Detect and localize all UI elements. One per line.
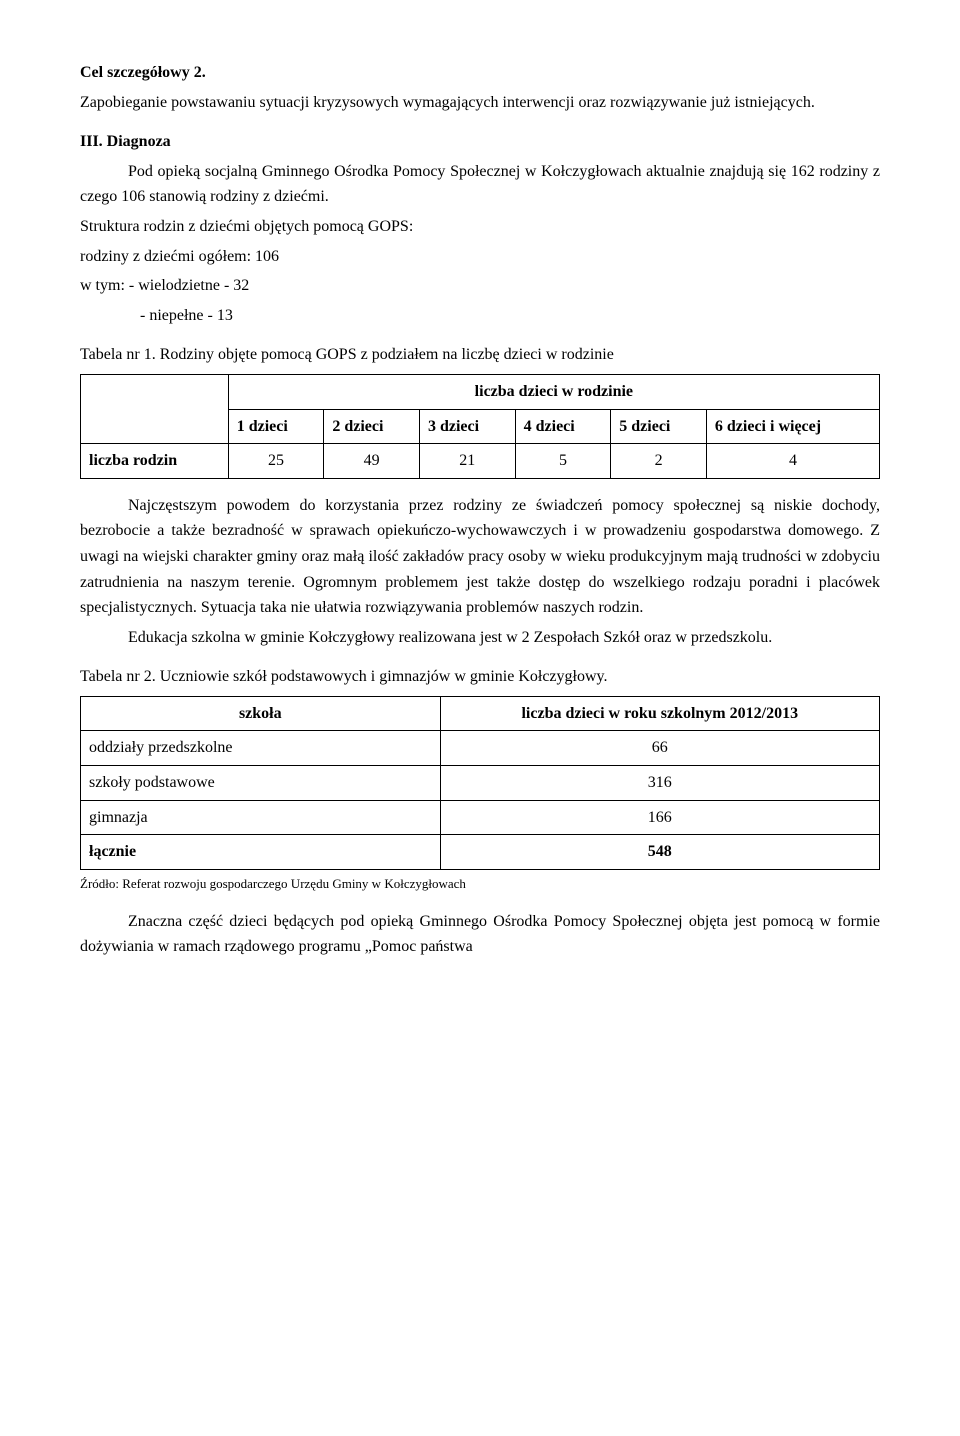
- table-header-cell: szkoła: [81, 696, 441, 731]
- cel-text: Zapobieganie powstawaniu sytuacji kryzys…: [80, 90, 880, 116]
- table-header-cell: 4 dzieci: [515, 409, 611, 444]
- table-header-cell: 6 dzieci i więcej: [706, 409, 879, 444]
- table-1-caption: Tabela nr 1. Rodziny objęte pomocą GOPS …: [80, 342, 880, 368]
- table-cell: gimnazja: [81, 800, 441, 835]
- table-2-source: Źródło: Referat rozwoju gospodarczego Ur…: [80, 874, 880, 895]
- table-cell: 5: [515, 444, 611, 479]
- table-row: łącznie 548: [81, 835, 880, 870]
- table-row-label: liczba rodzin: [81, 444, 229, 479]
- heading-cel-szczegolowy: Cel szczegółowy 2.: [80, 60, 880, 86]
- table-cell: 316: [440, 766, 879, 801]
- table-header-cell: 1 dzieci: [228, 409, 324, 444]
- struktura-line-1: Struktura rodzin z dziećmi objętych pomo…: [80, 214, 880, 240]
- heading-diagnoza: III. Diagnoza: [80, 129, 880, 155]
- table-cell: 66: [440, 731, 879, 766]
- table-cell: 49: [324, 444, 420, 479]
- paragraph-after-table1-b: Edukacja szkolna w gminie Kołczygłowy re…: [80, 625, 880, 651]
- table-cell: 166: [440, 800, 879, 835]
- table-cell-empty: [81, 374, 229, 443]
- diagnoza-paragraph: Pod opieką socjalną Gminnego Ośrodka Pom…: [80, 159, 880, 210]
- struktura-line-2: rodziny z dziećmi ogółem: 106: [80, 244, 880, 270]
- struktura-line-4: - niepełne - 13: [80, 303, 880, 329]
- table-header-cell: 2 dzieci: [324, 409, 420, 444]
- paragraph-after-table1-a: Najczęstszym powodem do korzystania prze…: [80, 493, 880, 621]
- table-2-caption: Tabela nr 2. Uczniowie szkół podstawowyc…: [80, 664, 880, 690]
- table-cell: 4: [706, 444, 879, 479]
- table-cell: oddziały przedszkolne: [81, 731, 441, 766]
- table-rodziny-dzieci: liczba dzieci w rodzinie 1 dzieci 2 dzie…: [80, 374, 880, 479]
- table-header-span: liczba dzieci w rodzinie: [228, 374, 879, 409]
- struktura-line-3: w tym: - wielodzietne - 32: [80, 273, 880, 299]
- table-row: szkoła liczba dzieci w roku szkolnym 201…: [81, 696, 880, 731]
- table-cell: szkoły podstawowe: [81, 766, 441, 801]
- table-row: szkoły podstawowe 316: [81, 766, 880, 801]
- table-row: gimnazja 166: [81, 800, 880, 835]
- table-header-cell: 5 dzieci: [611, 409, 707, 444]
- table-total-value: 548: [440, 835, 879, 870]
- table-row: liczba rodzin 25 49 21 5 2 4: [81, 444, 880, 479]
- table-row: oddziały przedszkolne 66: [81, 731, 880, 766]
- table-cell: 25: [228, 444, 324, 479]
- table-cell: 21: [419, 444, 515, 479]
- table-total-label: łącznie: [81, 835, 441, 870]
- table-row: liczba dzieci w rodzinie: [81, 374, 880, 409]
- table-uczniowie: szkoła liczba dzieci w roku szkolnym 201…: [80, 696, 880, 870]
- table-header-cell: 3 dzieci: [419, 409, 515, 444]
- table-cell: 2: [611, 444, 707, 479]
- table-header-cell: liczba dzieci w roku szkolnym 2012/2013: [440, 696, 879, 731]
- final-paragraph: Znaczna część dzieci będących pod opieką…: [80, 909, 880, 960]
